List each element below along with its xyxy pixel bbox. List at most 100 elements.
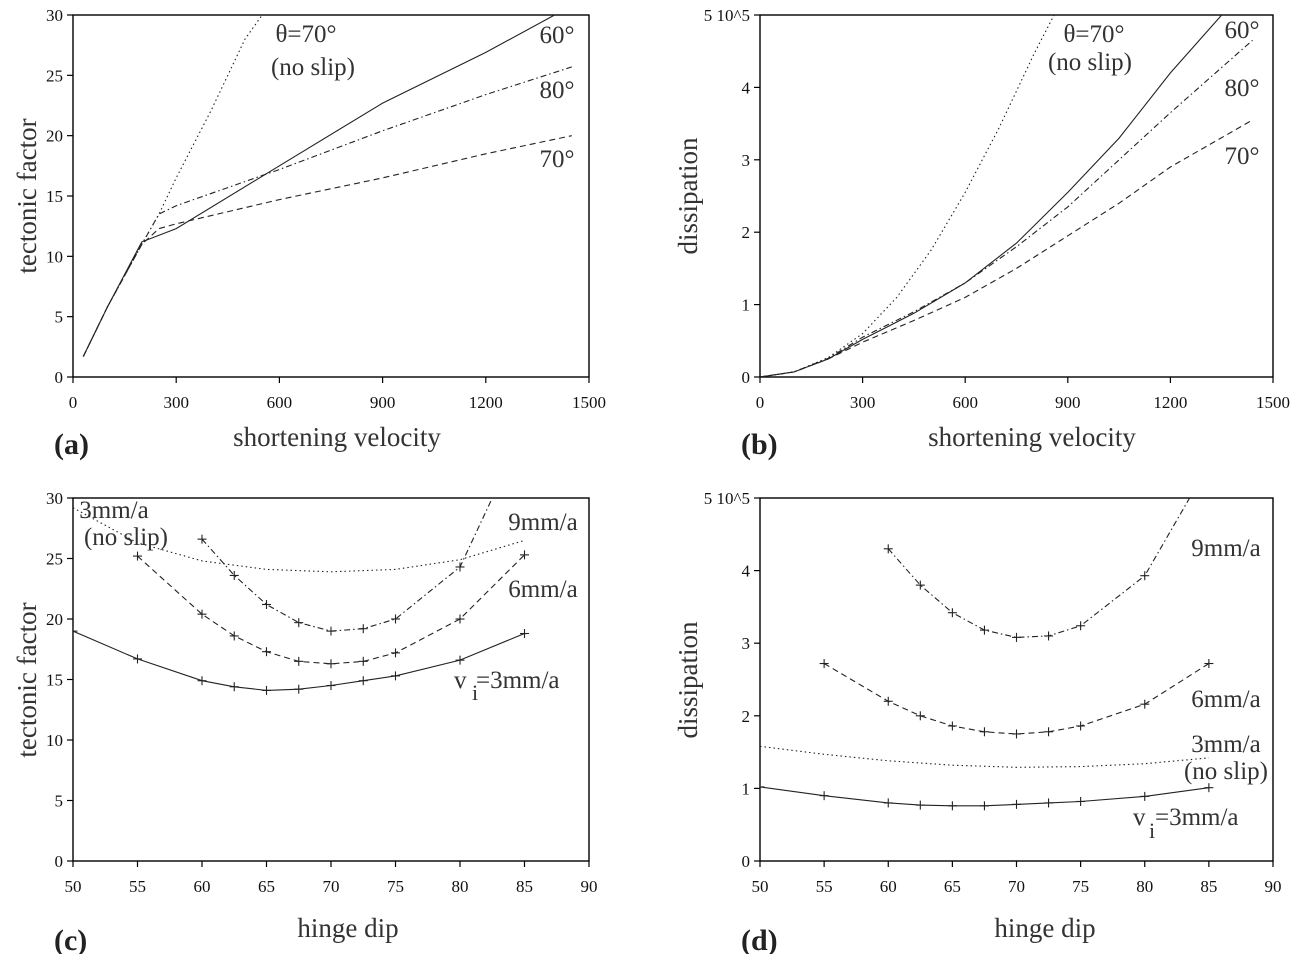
x-tick-label: 60 <box>194 877 211 896</box>
series-annotation: 9mm/a <box>508 509 577 536</box>
data-point <box>358 624 368 634</box>
panel-label: (b) <box>741 428 778 461</box>
y-tick-label: 2 <box>742 223 751 242</box>
series-line <box>760 745 1209 768</box>
y-tick-label: 20 <box>46 610 63 629</box>
series-group <box>82 15 572 357</box>
data-point <box>1140 699 1150 709</box>
y-tick-label: 0 <box>742 368 751 387</box>
x-axis-title: hinge dip <box>994 913 1095 943</box>
x-tick-label: 75 <box>387 877 404 896</box>
y-tick-label: 3 <box>742 151 751 170</box>
y-tick-label: 15 <box>46 671 63 690</box>
x-axis-title: shortening velocity <box>233 422 441 452</box>
series-line <box>201 498 493 632</box>
data-point <box>391 648 400 658</box>
data-point <box>1044 727 1054 737</box>
data-point <box>760 782 765 792</box>
x-tick-label: 600 <box>952 393 978 412</box>
series-annotation: (no slip) <box>84 524 168 551</box>
series-annotation: 60° <box>540 22 575 49</box>
data-point <box>133 654 142 664</box>
panel-label: (c) <box>54 924 87 954</box>
data-point <box>1012 799 1021 809</box>
data-point <box>294 684 304 694</box>
data-point <box>197 609 207 619</box>
x-tick-label: 1200 <box>469 393 503 412</box>
y-axis-title: dissipation <box>673 137 703 255</box>
series-annotation: 3mm/a <box>79 497 148 524</box>
x-tick-label: 55 <box>816 877 833 896</box>
x-tick-label: 300 <box>163 393 189 412</box>
series-group <box>73 498 529 695</box>
data-point <box>1204 783 1214 793</box>
data-point <box>819 659 829 669</box>
series-group <box>760 498 1214 811</box>
x-tick-label: 600 <box>267 393 293 412</box>
data-point <box>262 647 271 657</box>
series-annotation: 70° <box>540 146 575 173</box>
data-point <box>883 798 893 808</box>
x-tick-label: 90 <box>581 877 598 896</box>
data-point <box>1044 631 1054 641</box>
data-point <box>1140 571 1150 581</box>
data-point <box>262 599 271 609</box>
x-tick-label: 85 <box>1200 877 1217 896</box>
series-annotation: (no slip) <box>1048 49 1132 76</box>
data-point <box>979 727 989 737</box>
y-tick-label: 30 <box>46 489 63 508</box>
data-point <box>391 671 400 681</box>
x-tick-label: 900 <box>1055 393 1081 412</box>
y-tick-label: 1 <box>742 296 751 315</box>
data-point <box>883 696 893 706</box>
y-tick-label: 15 <box>46 187 63 206</box>
data-point <box>1076 721 1086 731</box>
x-tick-label: 300 <box>850 393 876 412</box>
chart-panel: 50 55 60 65 70 75 80 85 90 0 5 10 15 20 25 30 hinge dip t… <box>12 489 598 954</box>
series-annotation: 6mm/a <box>508 576 577 603</box>
series-line <box>887 498 1191 638</box>
x-tick-label: 50 <box>65 877 82 896</box>
series-annotation: =3mm/a <box>1155 804 1239 831</box>
y-tick-label: 5 <box>55 792 64 811</box>
y-axis-title: tectonic factor <box>12 602 42 757</box>
data-point <box>391 614 400 624</box>
series-line <box>760 39 1253 377</box>
y-axis-title: tectonic factor <box>12 118 42 273</box>
data-point <box>229 682 239 692</box>
y-tick-label: 0 <box>55 852 64 871</box>
data-point <box>979 801 989 811</box>
series-line <box>82 135 572 357</box>
series-line <box>760 15 1223 377</box>
data-point <box>197 676 207 686</box>
series-annotation: 3mm/a <box>1191 731 1260 758</box>
data-point <box>262 685 271 695</box>
data-point <box>915 711 925 721</box>
series-annotation: i <box>1149 818 1155 843</box>
series-line <box>823 663 1210 735</box>
series-annotation: i <box>472 680 478 705</box>
panel-label: (d) <box>741 924 778 954</box>
data-point <box>947 721 957 731</box>
y-tick-label: 10 <box>46 247 63 266</box>
data-point <box>1140 791 1150 801</box>
x-tick-label: 60 <box>880 877 897 896</box>
y-tick-label: 2 <box>742 707 751 726</box>
y-tick-label: 30 <box>46 6 63 25</box>
x-axis-title: hinge dip <box>297 913 398 943</box>
y-tick-label: 4 <box>742 78 751 97</box>
series-annotation: θ=70° <box>1063 21 1124 48</box>
panel-label: (a) <box>54 428 89 461</box>
data-point <box>1012 729 1021 739</box>
series-annotation: v <box>1133 804 1146 831</box>
data-point <box>1076 796 1086 806</box>
x-tick-label: 65 <box>258 877 275 896</box>
series-annotation: 6mm/a <box>1191 686 1260 713</box>
x-tick-label: 1200 <box>1153 393 1187 412</box>
data-point <box>229 631 239 641</box>
series-annotation: 80° <box>1225 75 1260 102</box>
data-point <box>947 608 957 618</box>
data-point <box>1204 659 1214 669</box>
